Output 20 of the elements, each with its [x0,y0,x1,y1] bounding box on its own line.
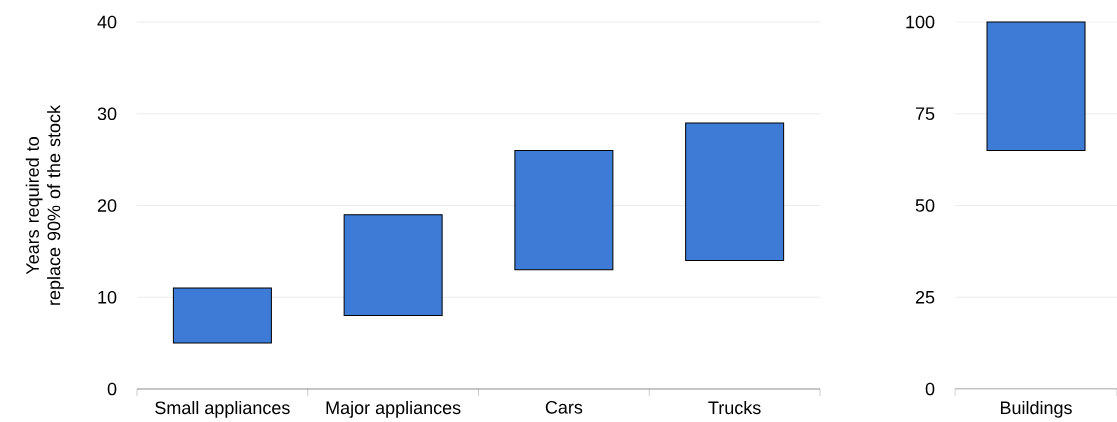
x-tick-label: Cars [545,400,583,414]
y-tick-label: 25 [915,290,935,304]
x-tick-label: Small appliances [155,400,290,418]
x-tick-label: Trucks [708,400,761,415]
bar [343,214,443,317]
x-tick-label: Buildings [1000,400,1072,418]
y-axis-title: Years required to replace 90% of the stock [25,104,64,305]
y-tick-label: 0 [107,382,117,396]
y-tick-label: 30 [97,107,117,121]
y-tick-label: 100 [906,15,935,29]
bar [514,149,614,271]
y-tick-label: 40 [97,15,117,29]
y-tick-label: 20 [97,199,117,212]
x-tick-label: Major appliances [326,400,461,418]
y-tick-label: 75 [915,107,935,121]
y-tick-label: 50 [915,199,935,212]
y-tick-label: 10 [98,290,117,304]
bar [172,287,272,344]
y-tick-label: 0 [925,382,935,396]
bar [685,122,785,262]
